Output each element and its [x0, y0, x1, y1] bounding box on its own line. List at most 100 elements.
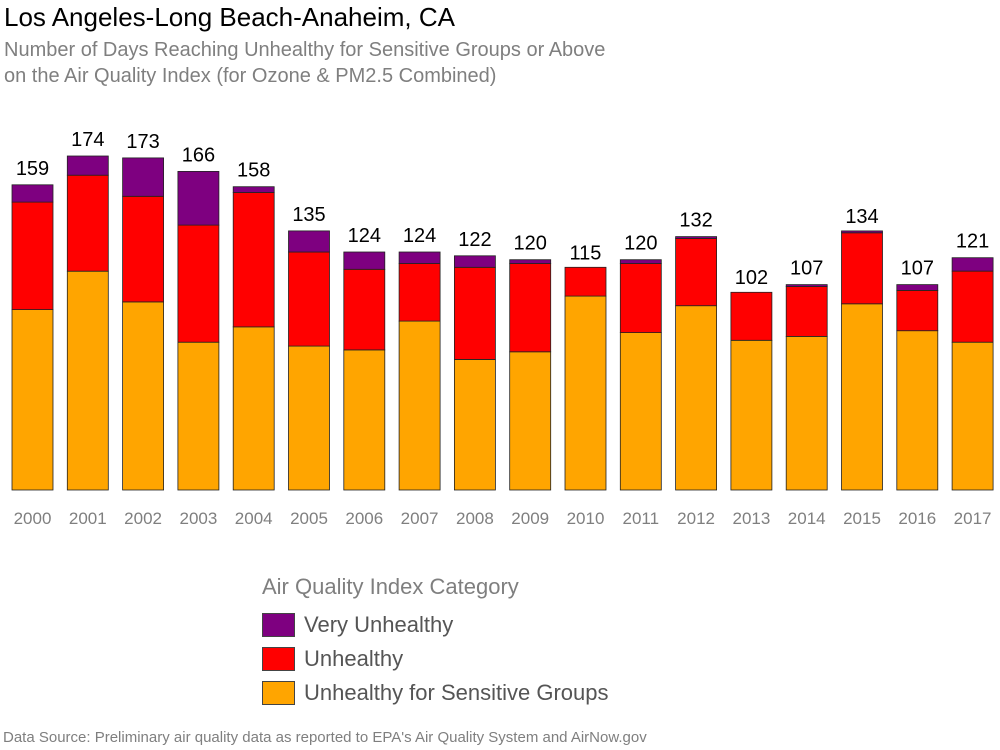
stacked-bar-chart: 159 2000 174 2001 173 2002 166 2003 158 2004 135 20… — [11, 129, 994, 528]
legend-label-unhealthy: Unhealthy — [304, 646, 404, 671]
bar-segment-unhealthy-for-sensitive-groups-2003 — [177, 341, 220, 491]
legend-swatch-sensitive-groups — [262, 681, 295, 705]
bar-segment-unhealthy-for-sensitive-groups-2016 — [896, 330, 939, 491]
bar-segment-unhealthy-for-sensitive-groups-2005 — [288, 345, 330, 491]
bar-segment-very-unhealthy-2011 — [619, 259, 662, 264]
bar-segment-unhealthy-for-sensitive-groups-2012 — [675, 305, 717, 491]
total-label-2008: 122 — [458, 229, 491, 251]
total-label-2001: 174 — [71, 129, 104, 151]
x-tick-label-2008: 2008 — [456, 509, 494, 528]
x-tick-label-2006: 2006 — [345, 509, 383, 528]
bar-segment-unhealthy-for-sensitive-groups-2007 — [398, 320, 441, 491]
bar-segment-very-unhealthy-2008 — [453, 255, 496, 268]
total-label-2007: 124 — [403, 225, 436, 247]
x-tick-label-2014: 2014 — [788, 509, 826, 528]
bar-segment-unhealthy-for-sensitive-groups-2015 — [841, 303, 883, 491]
bar-segment-very-unhealthy-2014 — [785, 284, 828, 287]
bar-segment-unhealthy-2000 — [11, 201, 54, 311]
x-tick-label-2007: 2007 — [401, 509, 439, 528]
total-label-2011: 120 — [624, 233, 657, 255]
bar-segment-unhealthy-for-sensitive-groups-2006 — [343, 349, 386, 491]
bar-segment-very-unhealthy-2006 — [343, 251, 386, 270]
legend-item-sensitive-groups: Unhealthy for Sensitive Groups — [262, 676, 609, 710]
total-label-2014: 107 — [790, 258, 823, 280]
bar-segment-unhealthy-2015 — [841, 232, 883, 305]
chart-subtitle: Number of Days Reaching Unhealthy for Se… — [4, 37, 605, 89]
x-tick-label-2002: 2002 — [124, 509, 162, 528]
total-label-2010: 115 — [570, 242, 602, 264]
x-tick-label-2015: 2015 — [843, 509, 881, 528]
bar-segment-very-unhealthy-2009 — [509, 259, 552, 264]
bar-segment-unhealthy-2012 — [675, 238, 717, 307]
x-tick-label-2013: 2013 — [732, 509, 770, 528]
x-tick-label-2012: 2012 — [677, 509, 715, 528]
total-label-2009: 120 — [514, 233, 547, 255]
bar-segment-unhealthy-2007 — [398, 263, 441, 322]
bar-segment-unhealthy-2013 — [730, 291, 773, 341]
bar-segment-unhealthy-for-sensitive-groups-2017 — [951, 341, 994, 491]
x-tick-label-2005: 2005 — [290, 509, 328, 528]
total-label-2013: 102 — [735, 267, 768, 289]
bar-segment-very-unhealthy-2002 — [122, 157, 164, 197]
total-label-2017: 121 — [956, 231, 989, 253]
legend-title: Air Quality Index Category — [262, 574, 519, 599]
bar-segment-unhealthy-2008 — [453, 266, 496, 360]
x-tick-label-2000: 2000 — [14, 509, 52, 528]
bar-segment-unhealthy-2006 — [343, 268, 386, 351]
x-tick-label-2011: 2011 — [623, 509, 660, 528]
x-tick-label-2009: 2009 — [511, 509, 549, 528]
subtitle-line-2: on the Air Quality Index (for Ozone & PM… — [4, 65, 497, 87]
total-label-2016: 107 — [901, 258, 934, 280]
bar-segment-very-unhealthy-2017 — [951, 257, 994, 272]
x-tick-label-2001: 2001 — [69, 509, 107, 528]
bar-segment-unhealthy-for-sensitive-groups-2001 — [66, 270, 109, 491]
bar-segment-unhealthy-for-sensitive-groups-2011 — [619, 332, 662, 491]
bar-segment-very-unhealthy-2016 — [896, 284, 939, 291]
legend-label-sensitive-groups: Unhealthy for Sensitive Groups — [304, 680, 609, 705]
x-tick-label-2003: 2003 — [179, 509, 217, 528]
data-source-note: Data Source: Preliminary air quality dat… — [3, 729, 647, 746]
x-tick-label-2017: 2017 — [954, 509, 992, 528]
bar-segment-very-unhealthy-2003 — [177, 170, 220, 226]
bar-segment-unhealthy-for-sensitive-groups-2014 — [785, 335, 828, 491]
bar-segment-unhealthy-for-sensitive-groups-2009 — [509, 351, 552, 491]
bar-segment-unhealthy-2001 — [66, 174, 109, 272]
x-tick-label-2004: 2004 — [235, 509, 273, 528]
bar-segment-unhealthy-2003 — [177, 224, 220, 343]
bar-segment-unhealthy-2002 — [122, 195, 164, 303]
legend-label-very-unhealthy: Very Unhealthy — [304, 612, 454, 637]
bar-segment-unhealthy-for-sensitive-groups-2002 — [122, 301, 164, 491]
total-label-2004: 158 — [237, 160, 270, 182]
subtitle-line-1: Number of Days Reaching Unhealthy for Se… — [4, 39, 606, 61]
bar-segment-very-unhealthy-2015 — [841, 230, 883, 234]
total-label-2005: 135 — [292, 204, 325, 226]
bar-segment-very-unhealthy-2004 — [232, 186, 275, 193]
bar-segment-very-unhealthy-2000 — [11, 184, 54, 203]
bar-segment-unhealthy-2009 — [509, 263, 552, 353]
legend-item-unhealthy: Unhealthy — [262, 642, 609, 676]
bar-segment-unhealthy-for-sensitive-groups-2008 — [453, 359, 496, 491]
bar-segment-unhealthy-for-sensitive-groups-2004 — [232, 326, 275, 491]
legend-swatch-very-unhealthy — [262, 613, 295, 637]
total-label-2000: 159 — [16, 158, 49, 180]
bar-segment-unhealthy-2017 — [951, 270, 994, 343]
total-label-2006: 124 — [348, 225, 381, 247]
bar-segment-very-unhealthy-2001 — [66, 155, 109, 176]
bar-segment-unhealthy-2016 — [896, 289, 939, 332]
bar-segment-unhealthy-2004 — [232, 192, 275, 328]
bar-segment-unhealthy-2011 — [619, 263, 662, 333]
total-label-2002: 173 — [126, 131, 159, 153]
legend-item-very-unhealthy: Very Unhealthy — [262, 608, 609, 642]
total-label-2012: 132 — [679, 210, 712, 232]
bar-segment-unhealthy-for-sensitive-groups-2010 — [564, 295, 607, 491]
bar-segment-very-unhealthy-2005 — [288, 230, 330, 253]
legend-swatch-unhealthy — [262, 647, 295, 671]
chart-title: Los Angeles-Long Beach-Anaheim, CA — [4, 2, 455, 32]
bar-segment-unhealthy-for-sensitive-groups-2000 — [11, 309, 54, 491]
legend: Air Quality Index Category Very Unhealth… — [262, 574, 609, 710]
bar-segment-very-unhealthy-2007 — [398, 251, 441, 264]
x-tick-label-2016: 2016 — [898, 509, 936, 528]
bar-segment-very-unhealthy-2012 — [675, 236, 717, 239]
bar-segment-unhealthy-2010 — [564, 266, 607, 297]
total-label-2015: 134 — [845, 206, 878, 228]
